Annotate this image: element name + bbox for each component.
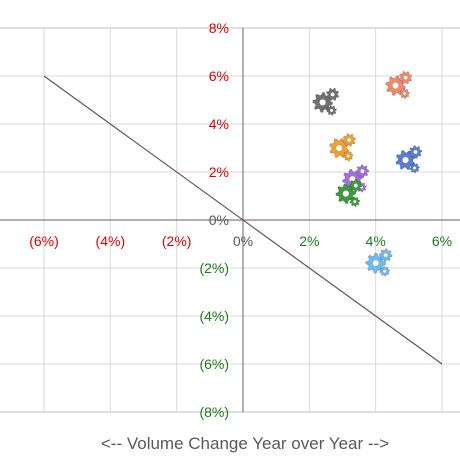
data-point gear-icon bbox=[395, 145, 423, 174]
y-tick-label: 6% bbox=[209, 68, 229, 84]
data-point gear-icon bbox=[385, 70, 413, 99]
data-point gear-icon bbox=[312, 87, 340, 116]
data-points bbox=[312, 70, 423, 277]
x-tick-label: (6%) bbox=[29, 233, 59, 249]
y-tick-label: (6%) bbox=[199, 356, 229, 372]
y-tick-label: 8% bbox=[209, 20, 229, 36]
data-point gear-icon bbox=[365, 248, 393, 277]
reference-line bbox=[43, 75, 443, 365]
x-tick-label: (2%) bbox=[162, 233, 192, 249]
x-tick-label: 0% bbox=[233, 233, 253, 249]
x-tick-label: 4% bbox=[366, 233, 386, 249]
y-tick-label: 2% bbox=[209, 164, 229, 180]
x-axis-title: <-- Volume Change Year over Year --> bbox=[101, 434, 389, 453]
tick-labels: (6%) (4%) (2%) 2% 4% 6%8%6%4%2%0%(2%)(4%)(6%)… bbox=[29, 20, 452, 420]
y-tick-label: (4%) bbox=[199, 308, 229, 324]
y-tick-label: (2%) bbox=[199, 260, 229, 276]
y-tick-label: 4% bbox=[209, 116, 229, 132]
data-point gear-icon bbox=[329, 133, 356, 162]
y-tick-label: 0% bbox=[209, 212, 229, 228]
x-tick-label: 6% bbox=[432, 233, 452, 249]
data-point gear-icon bbox=[335, 178, 363, 207]
x-tick-label: 2% bbox=[299, 233, 319, 249]
reference-line-layer bbox=[43, 75, 443, 365]
y-tick-label: (8%) bbox=[199, 404, 229, 420]
x-tick-label: (4%) bbox=[96, 233, 126, 249]
